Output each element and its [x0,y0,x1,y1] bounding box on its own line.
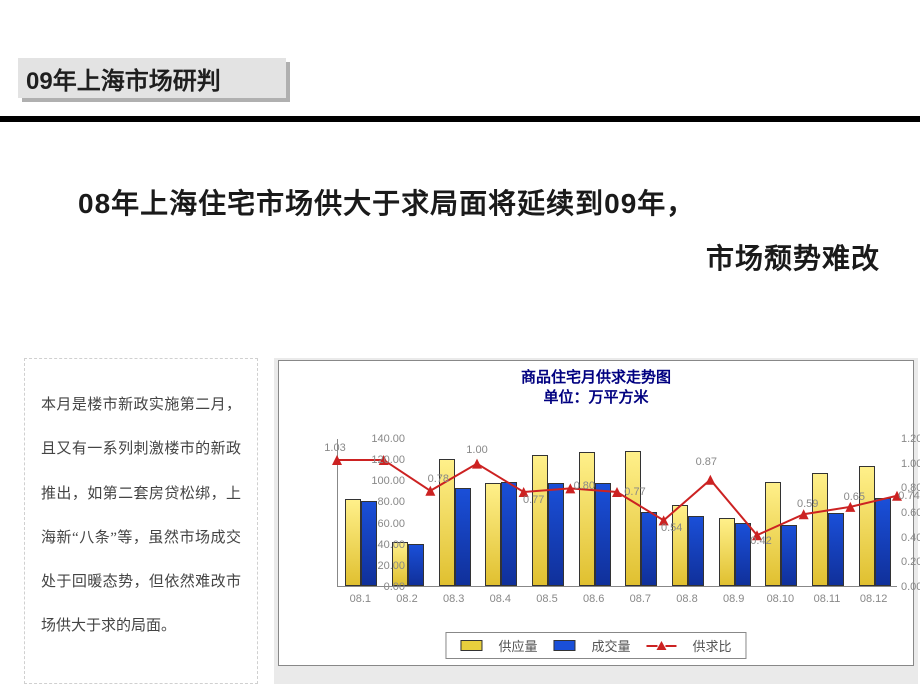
ratio-marker [705,475,715,485]
title-banner: 09年上海市场研判 [18,58,286,98]
legend-swatch-deal [553,640,575,651]
chart-title: 商品住宅月供求走势图 单位：万平方米 [279,369,913,408]
ratio-data-label: 0.77 [523,494,544,506]
y1-tick-label: 100.00 [371,475,405,487]
y1-tick-label: 60.00 [377,518,405,530]
ratio-data-label: 0.42 [750,535,771,547]
legend-swatch-supply [460,640,482,651]
page-title: 09年上海市场研判 [18,58,286,98]
y2-tick-label: 0.60 [901,507,920,519]
chart-container: 商品住宅月供求走势图 单位：万平方米 0.00 20.00 40.00 60.00 80… [274,358,918,684]
ratio-data-label: 0.65 [844,491,865,503]
ratio-data-label: 0.54 [661,522,682,534]
chart-title-line1: 商品住宅月供求走势图 [521,370,671,386]
ratio-data-label: 0.80 [574,480,595,492]
headline-line-2: 市场颓势难改 [706,237,880,277]
divider-rule [0,116,920,122]
legend-swatch-line [647,641,677,650]
ratio-data-label: 0.78 [428,473,449,485]
y1-tick-label: 20.00 [377,560,405,572]
y2-tick-label: 1.00 [901,458,920,470]
x-tick-label: 08.5 [536,593,557,605]
x-tick-label: 08.4 [490,593,511,605]
x-tick-label: 08.11 [814,593,841,605]
y1-tick-label: 40.00 [377,539,405,551]
legend-label-supply: 供应量 [498,636,537,655]
y1-tick-label: 80.00 [377,496,405,508]
chart-canvas: 商品住宅月供求走势图 单位：万平方米 0.00 20.00 40.00 60.00 80… [278,360,914,666]
x-tick-label: 08.7 [630,593,651,605]
headline-line-1: 08年上海住宅市场供大于求局面将延续到09年， [78,182,695,222]
x-tick-label: 08.2 [396,593,417,605]
y2-tick-label: 0.00 [901,581,920,593]
chart-legend: 供应量 成交量 供求比 [445,632,746,659]
legend-label-ratio: 供求比 [693,636,732,655]
y2-tick-label: 0.40 [901,532,920,544]
chart-title-line2: 单位：万平方米 [543,390,648,406]
x-tick-label: 08.8 [676,593,697,605]
y2-tick-label: 0.20 [901,556,920,568]
x-tick-label: 08.3 [443,593,464,605]
ratio-data-label: 0.77 [624,486,645,498]
y1-tick-label: 140.00 [371,433,405,445]
y2-tick-label: 1.20 [901,433,920,445]
legend-label-deal: 成交量 [591,636,630,655]
x-tick-label: 08.9 [723,593,744,605]
ratio-marker [472,459,482,469]
ratio-data-label: 0.87 [696,456,717,468]
ratio-data-label: 1.00 [466,444,487,456]
ratio-data-label: 1.03 [324,442,345,454]
chart-line-layer [337,439,897,587]
x-tick-label: 08.12 [860,593,888,605]
x-tick-label: 08.1 [350,593,371,605]
x-tick-label: 08.10 [767,593,795,605]
y1-tick-label: 0.00 [384,581,405,593]
ratio-data-label: 0.74 [898,490,919,502]
y1-tick-label: 120.00 [371,454,405,466]
sidebar-text-card: 本月是楼市新政实施第二月，且又有一系列刺激楼市的新政推出，如第二套房贷松绑，上海… [24,358,258,684]
x-tick-label: 08.6 [583,593,604,605]
ratio-data-label: 0.59 [797,498,818,510]
